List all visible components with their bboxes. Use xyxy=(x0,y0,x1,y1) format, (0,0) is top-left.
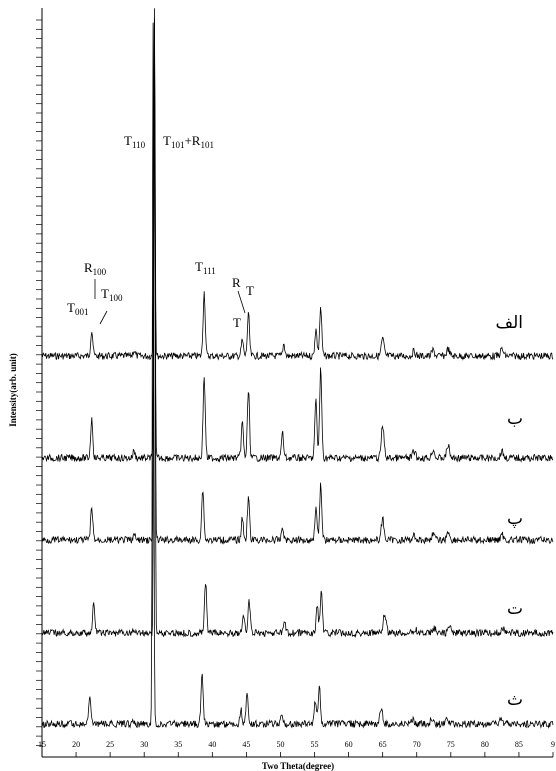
x-axis-title: Two Theta(degree) xyxy=(262,761,334,771)
ann-t-44: T xyxy=(233,315,241,330)
x-tick-label: 25 xyxy=(106,740,114,749)
series-label-1: الف xyxy=(495,313,523,333)
ann-t001: T001 xyxy=(67,300,88,317)
xrd-pattern-3 xyxy=(41,18,554,545)
ann-t110: T110 xyxy=(124,133,146,150)
y-axis-title: Intensity(arb. unit) xyxy=(8,353,18,427)
x-tick-label: 15 xyxy=(38,740,46,749)
x-tick-label: 50 xyxy=(276,740,284,749)
ann-r-45: R xyxy=(232,275,241,290)
series-label-5: ث xyxy=(507,690,523,710)
series-label-4: ت xyxy=(507,599,523,619)
x-tick-label: 75 xyxy=(447,740,455,749)
ann-r100: R100 xyxy=(84,260,107,277)
x-tick-label: 80 xyxy=(481,740,489,749)
ann-t100-pointer xyxy=(99,310,108,325)
x-axis: 15 20 25 30 35 40 45 50 55 60 65 70 75 80 85 9 xyxy=(38,740,555,758)
ann-t100: T100 xyxy=(101,286,123,303)
x-tick-label: 55 xyxy=(311,740,319,749)
x-tick-label: 70 xyxy=(413,740,421,749)
xrd-pattern-1 xyxy=(41,8,554,361)
x-tick-label: 30 xyxy=(140,740,148,749)
y-axis xyxy=(36,19,42,746)
xrd-pattern-5 xyxy=(41,22,554,729)
x-tick-label: 35 xyxy=(174,740,182,749)
ann-t111: T111 xyxy=(195,259,216,276)
peak-annotations: T110 T101+R101 R100 T100 T001 T111 R T T xyxy=(67,133,254,330)
ann-t101-r101: T101+R101 xyxy=(163,133,214,150)
x-tick-label: 45 xyxy=(242,740,250,749)
xrd-pattern-2 xyxy=(41,18,554,463)
series-label-2: ب xyxy=(507,409,523,429)
ann-r-45-pointer xyxy=(237,290,246,314)
series-label-3: پ xyxy=(507,509,523,529)
x-tick-label: 9 xyxy=(551,740,555,749)
sample-labels: الف ب پ ت ث xyxy=(495,313,523,710)
x-tick-label: 40 xyxy=(208,740,216,749)
x-tick-label: 65 xyxy=(379,740,387,749)
x-tick-label: 60 xyxy=(345,740,353,749)
xrd-pattern-4 xyxy=(41,21,554,638)
x-tick-label: 85 xyxy=(515,740,523,749)
ann-t-45-upper: T xyxy=(246,283,254,298)
series-group xyxy=(41,8,554,729)
x-tick-label: 20 xyxy=(72,740,80,749)
